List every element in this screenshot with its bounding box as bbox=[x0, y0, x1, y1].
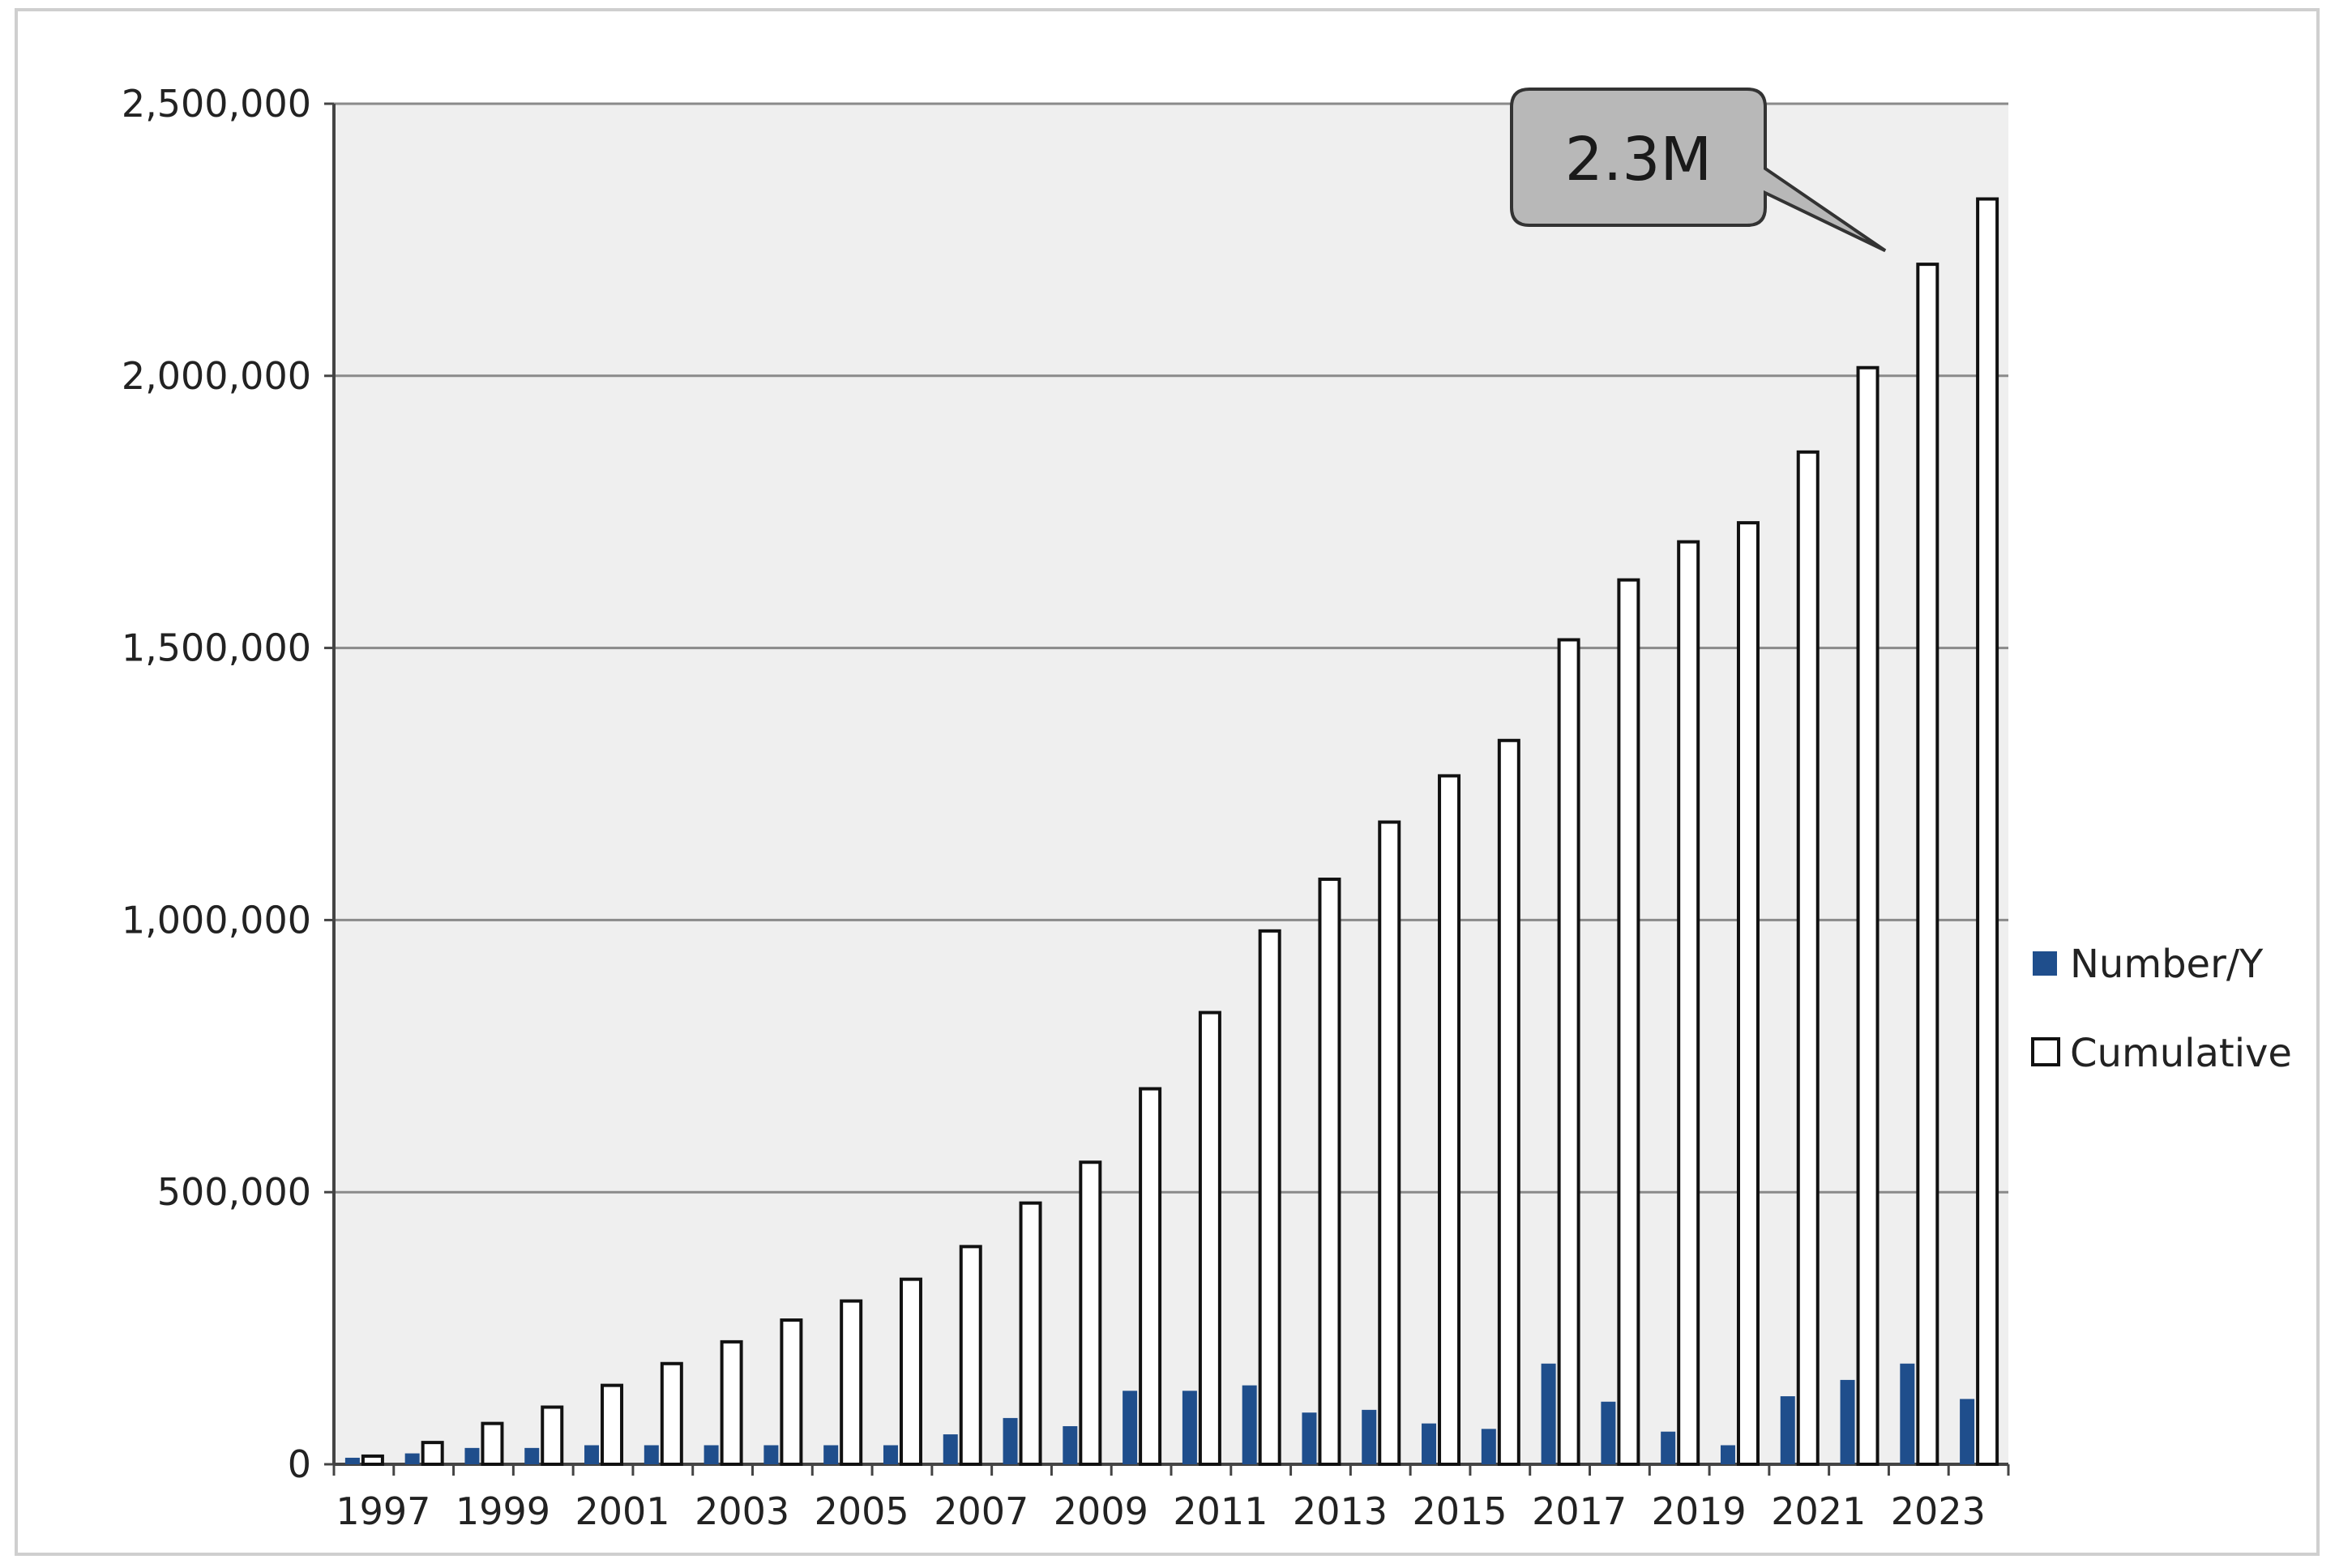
y-tick-label: 1,000,000 bbox=[122, 898, 311, 942]
bar-cumulative bbox=[1677, 540, 1700, 1467]
bar-cumulative bbox=[361, 1454, 384, 1467]
bar-number-per-year bbox=[943, 1434, 958, 1464]
bar-cumulative bbox=[1258, 929, 1281, 1467]
plot-area: 0 500,000 1,000,000 1,500,000 2,000,000 2,500… bbox=[122, 82, 2010, 1533]
x-tick-label: 2001 bbox=[575, 1489, 669, 1533]
y-tick-label: 2,500,000 bbox=[122, 82, 311, 126]
bar-cumulative bbox=[1856, 365, 1880, 1467]
y-tick-label: 500,000 bbox=[157, 1170, 311, 1214]
bar-number-per-year bbox=[1960, 1399, 1975, 1464]
bar-number-per-year bbox=[823, 1445, 839, 1464]
y-tick-label: 0 bbox=[288, 1442, 311, 1486]
bar-cumulative bbox=[601, 1383, 624, 1467]
bar-cumulative bbox=[1557, 638, 1580, 1466]
y-tick-label: 1,500,000 bbox=[122, 626, 311, 670]
bar-number-per-year bbox=[1362, 1409, 1377, 1464]
bar-cumulative bbox=[840, 1299, 863, 1467]
bar-cumulative bbox=[1378, 820, 1401, 1466]
bar-cumulative bbox=[1079, 1160, 1102, 1466]
bar-number-per-year bbox=[1541, 1363, 1556, 1464]
bar-cumulative bbox=[1318, 878, 1341, 1466]
bar-number-per-year bbox=[464, 1447, 480, 1464]
y-tick-label: 2,000,000 bbox=[122, 354, 311, 398]
bar-cumulative bbox=[1019, 1201, 1042, 1466]
x-tick-label: 2011 bbox=[1173, 1489, 1268, 1533]
bar-cumulative bbox=[1438, 774, 1461, 1466]
bar-number-per-year bbox=[524, 1447, 540, 1464]
bar-number-per-year bbox=[404, 1453, 420, 1464]
callout-label: 2.3M bbox=[1565, 125, 1713, 194]
plot-background bbox=[334, 104, 2008, 1464]
bar-number-per-year bbox=[703, 1445, 719, 1464]
bar-cumulative bbox=[660, 1361, 683, 1467]
x-tick-label: 2015 bbox=[1412, 1489, 1507, 1533]
x-tick-label: 2007 bbox=[934, 1489, 1029, 1533]
bar-number-per-year bbox=[1840, 1379, 1855, 1464]
bar-number-per-year bbox=[1422, 1423, 1437, 1464]
bar-number-per-year bbox=[1182, 1391, 1197, 1464]
x-tick-label: 2003 bbox=[695, 1489, 789, 1533]
x-tick-label: 2005 bbox=[815, 1489, 909, 1533]
x-tick-label: 2023 bbox=[1891, 1489, 1986, 1533]
bar-cumulative bbox=[899, 1277, 922, 1466]
bar-cumulative bbox=[780, 1318, 803, 1466]
x-tick-label: 2019 bbox=[1652, 1489, 1747, 1533]
bar-number-per-year bbox=[883, 1445, 898, 1464]
bar-number-per-year bbox=[1242, 1385, 1257, 1464]
bar-number-per-year bbox=[1601, 1401, 1616, 1464]
bar-number-per-year bbox=[763, 1445, 779, 1464]
bar-cumulative bbox=[1198, 1010, 1221, 1466]
bar-number-per-year bbox=[1123, 1391, 1138, 1464]
x-tick-label: 2009 bbox=[1054, 1489, 1148, 1533]
bar-cumulative bbox=[481, 1421, 504, 1467]
callout-box bbox=[1510, 88, 1887, 253]
legend-label: Number/Y bbox=[2070, 942, 2264, 987]
bar-cumulative bbox=[1497, 738, 1520, 1466]
x-tick-label: 1999 bbox=[455, 1489, 550, 1533]
bar-number-per-year bbox=[1900, 1363, 1915, 1464]
bar-number-per-year bbox=[644, 1445, 659, 1464]
bar-number-per-year bbox=[1003, 1417, 1018, 1464]
x-tick-label: 2017 bbox=[1532, 1489, 1627, 1533]
bar-cumulative bbox=[1976, 197, 1999, 1466]
legend-label: Cumulative bbox=[2070, 1031, 2292, 1076]
bar-cumulative bbox=[1139, 1087, 1162, 1466]
bar-cumulative bbox=[1796, 450, 1820, 1466]
bar-cumulative bbox=[720, 1339, 743, 1467]
callout-annotation: 2.3M bbox=[1510, 88, 1887, 253]
bar-cumulative bbox=[1617, 578, 1640, 1466]
bar-number-per-year bbox=[1481, 1429, 1496, 1464]
bar-number-per-year bbox=[1780, 1396, 1795, 1464]
bar-cumulative bbox=[959, 1245, 982, 1466]
legend-swatch-number-per-year bbox=[2033, 951, 2057, 976]
x-tick-label: 1997 bbox=[336, 1489, 430, 1533]
bar-cumulative bbox=[421, 1441, 444, 1466]
bar-number-per-year bbox=[584, 1445, 600, 1464]
bar-number-per-year bbox=[1720, 1445, 1735, 1464]
bar-number-per-year bbox=[1661, 1431, 1676, 1464]
bar-cumulative bbox=[541, 1405, 564, 1467]
bar-cumulative bbox=[1736, 521, 1760, 1467]
x-tick-label: 2013 bbox=[1293, 1489, 1388, 1533]
legend: Number/Y Cumulative bbox=[2031, 942, 2292, 1076]
legend-swatch-cumulative bbox=[2031, 1037, 2060, 1066]
x-tick-label: 2021 bbox=[1771, 1489, 1866, 1533]
bar-cumulative bbox=[1916, 263, 1939, 1467]
bar-number-per-year bbox=[1063, 1425, 1078, 1464]
bar-number-per-year bbox=[344, 1457, 360, 1464]
bar-number-per-year bbox=[1302, 1412, 1317, 1464]
